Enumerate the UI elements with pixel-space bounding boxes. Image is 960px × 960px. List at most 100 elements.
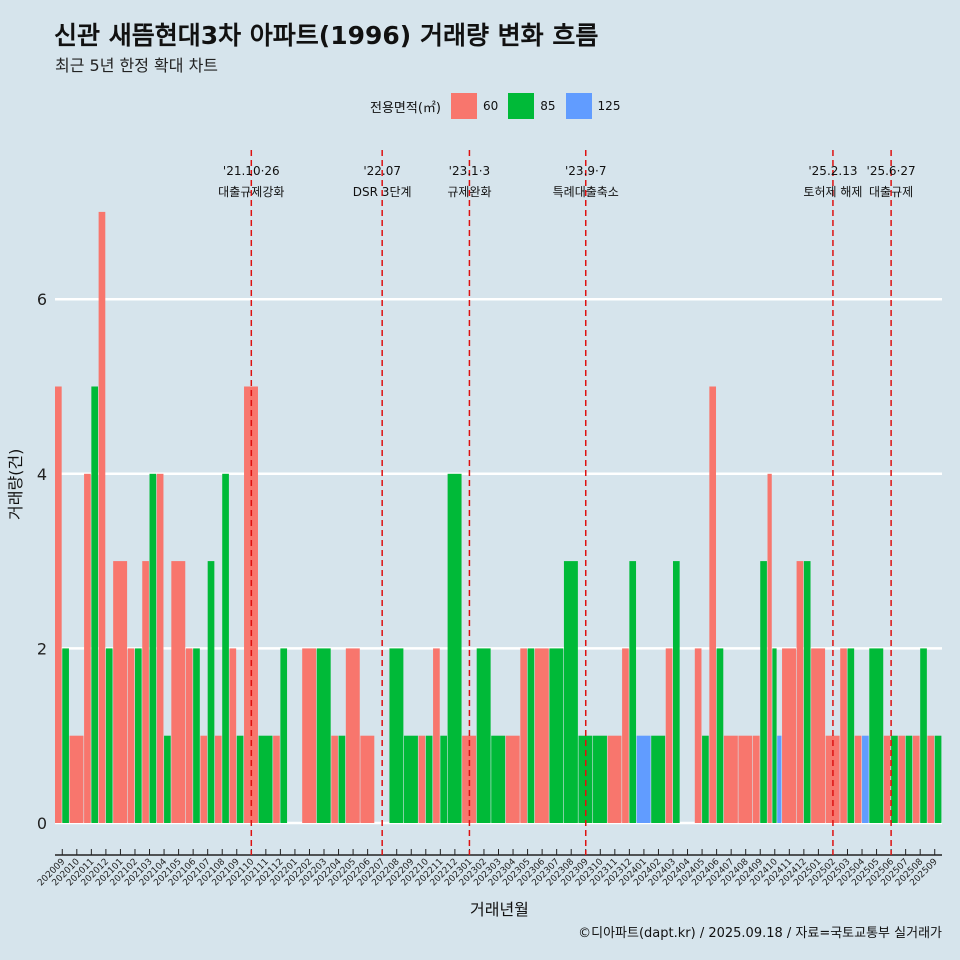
bar-60-202106 (185, 648, 193, 823)
bar-60-202407 (723, 735, 738, 823)
bar-60-202205 (345, 648, 360, 823)
bar-85-202310 (593, 735, 607, 823)
bar-85-202009 (62, 648, 69, 823)
event-date-label: '25.2.13 (808, 164, 857, 178)
y-tick-label: 2 (37, 639, 47, 658)
event-label: 특례대출축소 (553, 185, 619, 199)
bar-60-202204 (331, 735, 338, 823)
bar-85-202305 (527, 648, 535, 823)
event-date-label: '23.1·3 (449, 164, 490, 178)
event-date-label: '21.10·26 (223, 164, 280, 178)
bar-60-202202 (302, 648, 317, 823)
chart-title: 신관 새뜸현대3차 아파트(1996) 거래량 변화 흐름 (54, 21, 599, 50)
bar-60-202206 (360, 735, 375, 823)
bar-85-202103 (149, 473, 157, 823)
bar-60-202502 (825, 735, 840, 823)
bar-60-202408 (738, 735, 753, 823)
bar-60-202508 (912, 735, 920, 823)
legend-label-125: 125 (597, 99, 621, 113)
bar-85-202506 (891, 735, 898, 823)
bar-60-202312 (622, 648, 629, 823)
event-label: 토허제 해제 (803, 185, 862, 199)
bar-60-202105 (171, 561, 186, 823)
bar-60-202305 (520, 648, 527, 823)
bar-85-202208 (389, 648, 404, 823)
bar-125-202504 (862, 735, 869, 823)
y-axis-title: 거래량(건) (6, 448, 25, 520)
legend-label-60: 60 (482, 99, 499, 113)
bar-85-202508 (920, 648, 927, 823)
event-label: 규제완화 (447, 185, 491, 199)
chart-subtitle: 최근 5년 한정 확대 차트 (55, 56, 219, 75)
legend-item-125: 125 (565, 93, 621, 119)
bar-60-202301 (462, 735, 477, 823)
y-tick-label: 4 (37, 465, 47, 484)
event-date-label: '25.6·27 (867, 164, 916, 178)
bar-85-202312 (629, 561, 637, 823)
bar-85-202309 (578, 735, 593, 823)
bar-85-202507 (905, 735, 913, 823)
bar-60-202107 (200, 735, 208, 823)
bar-85-202212 (447, 473, 462, 823)
bar-60-202211 (433, 648, 440, 823)
bar-125-202410 (777, 735, 782, 823)
legend-item-85: 85 (508, 93, 556, 119)
bar-60-202406 (709, 386, 717, 823)
bar-60-202104 (156, 473, 164, 823)
event-label: 대출규제강화 (218, 185, 284, 199)
bar-85-202308 (563, 561, 578, 823)
y-tick-label: 6 (37, 290, 47, 309)
bar-85-202111 (258, 735, 273, 823)
event-date-label: '22.07 (363, 164, 401, 178)
bar-60-202012 (98, 211, 106, 823)
bar-60-202112 (273, 735, 280, 823)
bar-60-202009 (55, 386, 62, 823)
bar-85-202406 (716, 648, 724, 823)
bar-85-202410 (772, 648, 777, 823)
bar-85-202104 (164, 735, 171, 823)
event-label: 대출규제 (869, 185, 913, 199)
bar-85-202203 (316, 648, 331, 823)
bar-85-202109 (236, 735, 244, 823)
bar-60-202501 (811, 648, 826, 823)
bar-85-202409 (760, 561, 767, 823)
bar-85-202403 (672, 561, 680, 823)
event-date-label: '23.9·7 (565, 164, 606, 178)
bar-85-202402 (651, 735, 666, 823)
bar-85-202405 (702, 735, 709, 823)
bar-60-202405 (694, 648, 702, 823)
bar-85-202108 (222, 473, 229, 823)
bar-60-202109 (229, 648, 237, 823)
bar-85-202210 (425, 735, 433, 823)
bar-85-202303 (491, 735, 506, 823)
bar-60-202506 (883, 735, 891, 823)
bar-85-202505 (869, 648, 884, 823)
bar-60-202311 (607, 735, 622, 823)
legend-title: 전용면적(㎡) (370, 100, 441, 116)
bar-60-202103 (142, 561, 149, 823)
bar-85-202412 (803, 561, 811, 823)
x-axis-title: 거래년월 (470, 900, 529, 919)
bar-60-202504 (854, 735, 862, 823)
bar-85-202102 (134, 648, 142, 823)
legend-label-85: 85 (540, 99, 556, 113)
bar-85-202503 (847, 648, 855, 823)
bar-60-202412 (796, 561, 804, 823)
bar-85-202307 (549, 648, 564, 823)
bar-60-202503 (840, 648, 847, 823)
bar-60-202102 (127, 648, 135, 823)
bar-60-202409 (752, 735, 760, 823)
legend-swatch-125 (565, 93, 592, 119)
bar-60-202509 (927, 735, 935, 823)
bar-60-202411 (782, 648, 796, 823)
bar-60-202108 (214, 735, 222, 823)
event-label: DSR 3단계 (353, 185, 412, 199)
legend-swatch-85 (508, 93, 535, 119)
legend-item-60: 60 (450, 93, 499, 119)
bar-85-202112 (280, 648, 288, 823)
bar-60-202011 (84, 473, 91, 823)
bar-60-202507 (898, 735, 906, 823)
bar-60-202304 (505, 735, 520, 823)
bar-85-202209 (403, 735, 418, 823)
